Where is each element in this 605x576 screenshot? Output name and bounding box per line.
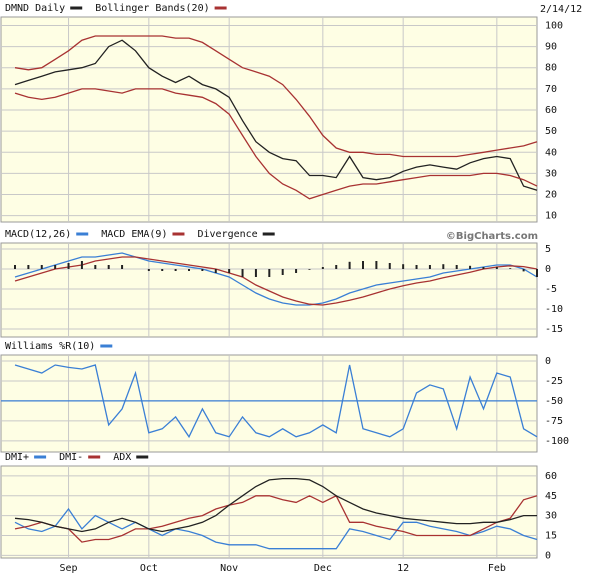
y-tick-label: 60: [545, 105, 557, 116]
series-line: [14, 364, 538, 439]
divergence-bar: [295, 269, 298, 273]
legend-label: ADX: [113, 452, 131, 463]
series-line: [14, 39, 538, 191]
divergence-bar: [308, 269, 311, 270]
divergence-bar: [281, 269, 284, 275]
divergence-bar: [402, 264, 405, 269]
divergence-bar: [228, 269, 231, 273]
panel: [0, 465, 538, 559]
y-tick-label: -25: [545, 376, 563, 387]
divergence-bar: [241, 269, 244, 277]
date: 2/14/12: [540, 4, 582, 15]
y-tick-label: 70: [545, 84, 557, 95]
y-tick-label: -75: [545, 416, 563, 427]
divergence-bar: [107, 265, 110, 269]
y-tick-label: 50: [545, 126, 557, 137]
y-tick-label: 100: [545, 20, 563, 31]
divergence-bar: [495, 267, 498, 269]
divergence-bar: [214, 269, 217, 273]
legend-label: DMND Daily: [5, 3, 65, 14]
series-line: [14, 256, 538, 306]
series-line: [14, 494, 538, 543]
divergence-bar: [268, 269, 271, 277]
divergence-bar: [94, 265, 97, 269]
y-tick-label: 0: [545, 550, 551, 561]
divergence-bar: [415, 265, 418, 269]
legend-label: Divergence: [197, 229, 257, 240]
y-tick-label: 5: [545, 244, 551, 255]
divergence-bar: [455, 265, 458, 269]
divergence-bar: [442, 264, 445, 269]
divergence-bar: [362, 261, 364, 269]
y-tick-label: -10: [545, 304, 563, 315]
y-tick-label: 90: [545, 42, 557, 53]
divergence-bar: [174, 269, 177, 271]
divergence-bar: [14, 265, 16, 269]
y-tick-label: 80: [545, 63, 557, 74]
x-tick-label: Dec: [314, 563, 332, 574]
divergence-bar: [147, 269, 150, 271]
legend-label: Williams %R(10): [5, 341, 95, 352]
series-line: [14, 35, 538, 158]
divergence-bar: [40, 265, 43, 269]
x-tick-label: 12: [397, 563, 409, 574]
divergence-bar: [161, 269, 164, 271]
divergence-bar: [348, 261, 351, 269]
divergence-bar: [254, 269, 257, 277]
y-tick-label: 15: [545, 530, 557, 541]
divergence-bar: [321, 267, 324, 269]
y-tick-label: -100: [545, 436, 569, 447]
divergence-bar: [188, 269, 190, 271]
y-tick-label: 0: [545, 356, 551, 367]
legend-label: MACD(12,26): [5, 229, 71, 240]
divergence-bar: [54, 265, 57, 269]
x-tick-label: Oct: [140, 563, 158, 574]
divergence-bar: [536, 269, 538, 277]
y-tick-label: -50: [545, 396, 563, 407]
series-line: [14, 88, 538, 200]
divergence-bar: [388, 263, 391, 269]
legend-label: Bollinger Bands(20): [95, 3, 209, 14]
divergence-bar: [335, 265, 338, 269]
y-tick-label: 45: [545, 491, 557, 502]
divergence-bar: [375, 261, 378, 269]
credit: ©BigCharts.com: [446, 231, 538, 242]
divergence-bar: [27, 265, 30, 269]
divergence-bar: [80, 261, 83, 269]
x-tick-label: Sep: [60, 563, 78, 574]
y-tick-label: 60: [545, 471, 557, 482]
y-tick-label: 20: [545, 190, 557, 201]
series-line: [14, 507, 538, 550]
divergence-bar: [482, 267, 485, 269]
divergence-bar: [509, 268, 512, 269]
y-tick-label: -5: [545, 284, 557, 295]
x-tick-label: Nov: [220, 563, 238, 574]
divergence-bar: [201, 269, 204, 271]
panel: [0, 242, 538, 338]
legend-label: DMI-: [59, 452, 83, 463]
y-tick-label: 0: [545, 264, 551, 275]
y-tick-label: 40: [545, 147, 557, 158]
divergence-bar: [67, 263, 70, 269]
y-tick-label: -15: [545, 324, 563, 335]
y-tick-label: 30: [545, 168, 557, 179]
divergence-bar: [469, 265, 472, 269]
divergence-bar: [522, 269, 525, 272]
y-tick-label: 10: [545, 211, 557, 222]
legend-label: DMI+: [5, 452, 29, 463]
divergence-bar: [121, 265, 124, 269]
divergence-bar: [428, 265, 431, 269]
y-tick-label: 30: [545, 511, 557, 522]
x-tick-label: Feb: [488, 563, 506, 574]
panel: [0, 16, 538, 223]
legend-label: MACD EMA(9): [101, 229, 167, 240]
series-line: [14, 477, 537, 533]
series-line: [14, 252, 538, 306]
